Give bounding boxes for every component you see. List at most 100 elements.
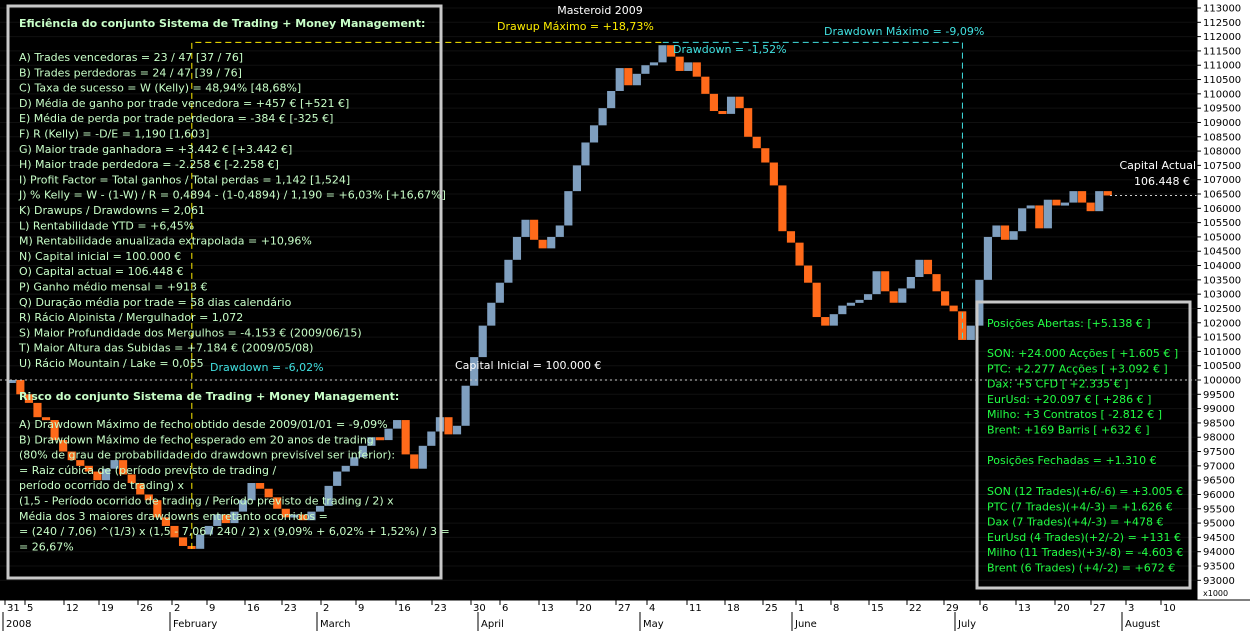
- open-positions-title: Posições Abertas: [+5.138 € ]: [987, 317, 1151, 330]
- x-tick-label: 16: [247, 603, 260, 614]
- y-tick-label: 106500: [1203, 190, 1241, 201]
- candle-up: [230, 511, 239, 524]
- candle-up: [555, 225, 564, 237]
- risk-line: A) Drawdown Máximo de fecho obtido desde…: [19, 418, 388, 431]
- candle-down: [41, 417, 51, 421]
- candle-up: [1009, 231, 1018, 240]
- candle-up: [290, 514, 299, 518]
- candle-down: [161, 517, 170, 526]
- x-tick-label: 27: [618, 603, 631, 614]
- y-tick-label: 104000: [1203, 261, 1241, 272]
- x-tick-label: 6: [982, 603, 988, 614]
- risk-line: (80% de grau de probabilidade do drawdow…: [19, 449, 395, 462]
- candle-up: [367, 437, 376, 446]
- candle-down: [170, 525, 179, 538]
- open-position-line: EurUsd: +20.097 € [ +286 € ]: [987, 393, 1151, 406]
- candle-up: [915, 259, 924, 277]
- candle-up: [350, 457, 359, 466]
- stat-line: S) Maior Profundidade dos Mergulhos = -4…: [19, 326, 362, 339]
- candle-down: [744, 108, 753, 137]
- month-label: April: [481, 619, 504, 630]
- y-tick-label: 104500: [1203, 247, 1241, 258]
- candle-down: [144, 494, 153, 501]
- open-positions-lines: SON: +24.000 Acções [ +1.605 € ] PTC: +2.…: [987, 347, 1178, 437]
- candle-up: [641, 65, 650, 74]
- x-tick-label: 23: [434, 603, 447, 614]
- candle-down: [709, 93, 718, 112]
- stat-line: P) Ganho médio mensal = +913 €: [19, 281, 208, 294]
- candle-up: [1060, 202, 1070, 206]
- candle-up: [726, 96, 736, 114]
- y-axis-bg: [1197, 0, 1250, 600]
- candle-up: [512, 236, 522, 260]
- candle-up: [487, 302, 496, 326]
- candle-up: [684, 62, 693, 71]
- candle-down: [692, 62, 701, 77]
- stat-line: L) Rentabilidade YTD = +6,45%: [19, 219, 194, 232]
- candle-up: [1026, 205, 1035, 209]
- candle-down: [675, 56, 684, 71]
- y-unit-label: x1000: [1203, 589, 1228, 598]
- x-tick-label: 16: [398, 603, 411, 614]
- left-panel-title: Eficiência do conjunto Sistema de Tradin…: [19, 17, 425, 30]
- y-tick-label: 108000: [1203, 147, 1241, 158]
- y-tick-label: 100500: [1203, 361, 1241, 372]
- x-tick-label: 31: [7, 603, 20, 614]
- candle-up: [855, 299, 864, 303]
- candle-up: [238, 500, 248, 512]
- candle-up: [983, 236, 992, 280]
- candle-down: [410, 454, 419, 469]
- stat-line: B) Trades perdedoras = 24 / 47 [39 / 76]: [19, 66, 242, 79]
- candle-down: [735, 96, 744, 109]
- y-tick-label: 112000: [1203, 32, 1241, 43]
- y-tick-label: 102500: [1203, 304, 1241, 315]
- y-ticks: 113000 112500 112000 111500 111000 110500 1100…: [1197, 4, 1241, 587]
- candle-up: [7, 380, 16, 383]
- candle-down: [932, 274, 941, 292]
- y-tick-label: 95500: [1203, 504, 1235, 515]
- month-label: July: [957, 619, 976, 630]
- drawup-label: Drawup Máximo = +18,73%: [497, 20, 654, 33]
- y-tick-label: 93000: [1203, 576, 1235, 587]
- chart-title: Masteroid 2009: [557, 4, 643, 17]
- month-labels: 2008 February March April May June July August: [2, 612, 1160, 631]
- candle-up: [846, 302, 855, 306]
- candle-up: [521, 219, 530, 237]
- open-position-line: Dax: +5 CFD [ +2.335 € ]: [987, 378, 1128, 391]
- candle-up: [101, 468, 111, 481]
- risk-line: = (240 / 7,06) ^(1/3) x (1,5 - 7,06 / 24…: [19, 525, 450, 538]
- month-label: May: [643, 619, 664, 630]
- candle-up: [615, 68, 624, 91]
- current-capital-value: 106.448 €: [1134, 175, 1190, 188]
- candle-up: [898, 288, 907, 303]
- candle-up: [384, 428, 393, 441]
- y-tick-label: 94000: [1203, 547, 1235, 558]
- candle-up: [196, 534, 205, 549]
- candle-down: [786, 231, 796, 243]
- closed-position-line: Brent (6 Trades) (+4/-2) = +672 €: [987, 562, 1175, 575]
- grid: [0, 7, 1197, 581]
- risk-line: período ocorrido de trading) x: [19, 479, 184, 492]
- candle-up: [829, 314, 838, 326]
- drawdown-max-label: Drawdown Máximo = -9,09%: [824, 25, 984, 38]
- y-tick-label: 110500: [1203, 75, 1241, 86]
- stat-line: N) Capital inicial = 100.000 €: [19, 250, 181, 263]
- candle-up: [589, 125, 599, 143]
- x-tick-label: 8: [833, 603, 839, 614]
- stat-line: Q) Duração média por trade = 58 dias cal…: [19, 296, 292, 309]
- candle-up: [598, 108, 607, 126]
- x-tick-label: 25: [765, 603, 778, 614]
- x-tick-label: 4: [649, 603, 655, 614]
- candle-up: [838, 305, 847, 315]
- candle-down: [701, 76, 710, 94]
- current-capital-label: Capital Actual: [1119, 159, 1196, 172]
- candle-up: [572, 165, 581, 192]
- candle-up: [213, 514, 222, 526]
- closed-position-line: SON (12 Trades)(+6/-6) = +3.005 €: [987, 485, 1183, 498]
- stat-line: F) R (Kelly) = -D/E = 1,190 [1,603]: [19, 128, 209, 141]
- candle-down: [538, 239, 547, 249]
- candle-up: [418, 445, 427, 469]
- y-tick-label: 96000: [1203, 490, 1235, 501]
- y-tick-label: 113000: [1203, 4, 1241, 15]
